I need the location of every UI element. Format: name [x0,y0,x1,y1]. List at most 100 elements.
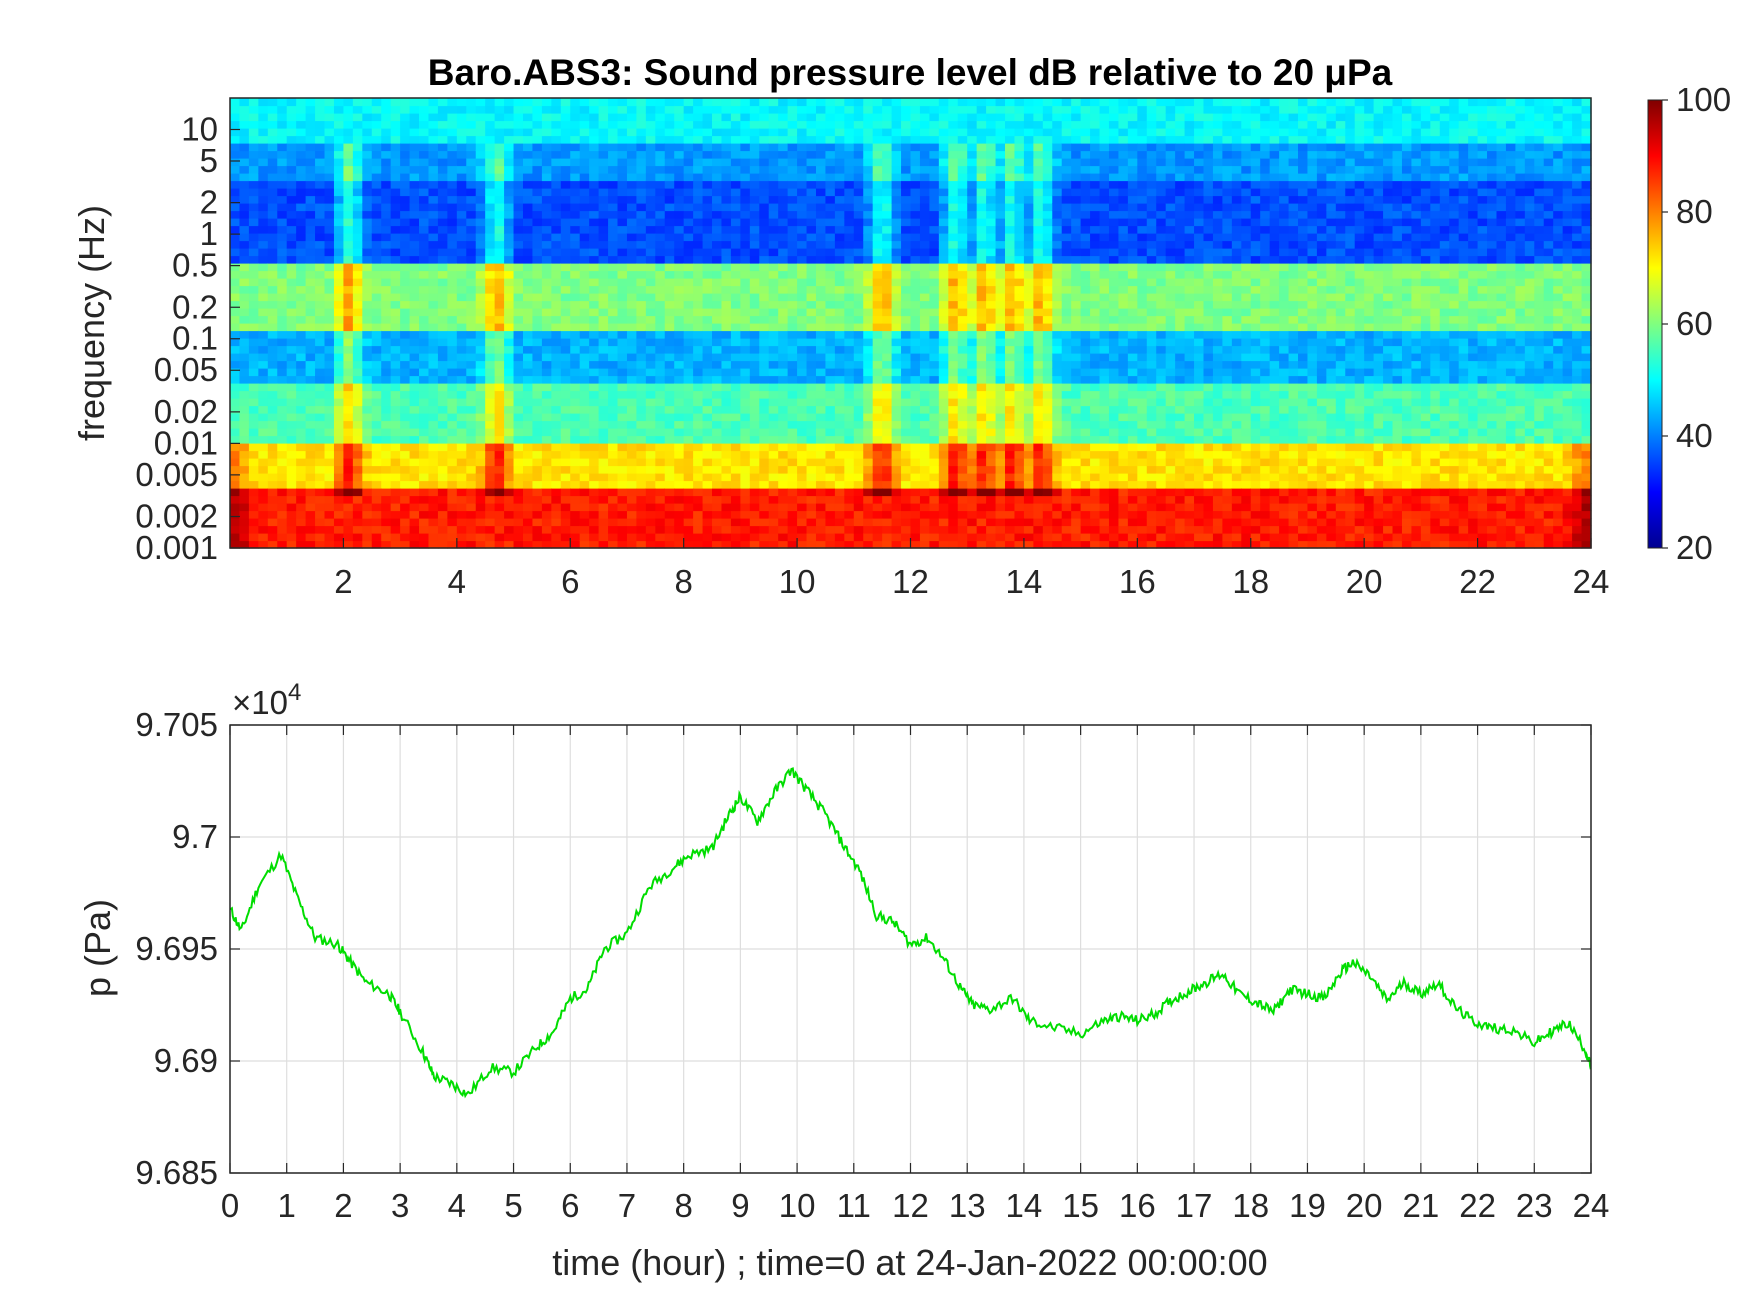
heatmap-cell [787,353,798,362]
heatmap-cell [447,165,458,174]
heatmap-cell [371,368,382,377]
heatmap-cell [863,98,874,107]
heatmap-cell [362,248,373,257]
heatmap-cell [532,435,543,444]
heatmap-cell [815,338,827,347]
heatmap-cell [485,488,496,497]
heatmap-cell [560,248,571,257]
heatmap-cell [825,150,836,159]
heatmap-cell [834,263,845,272]
heatmap-cell [305,150,316,159]
heatmap-cell [702,270,713,279]
heatmap-cell [967,323,978,332]
heatmap-cell [712,540,723,549]
heatmap-cell [532,150,543,159]
heatmap-cell [683,495,694,504]
heatmap-cell [522,113,534,122]
heatmap-cell [258,435,269,444]
heatmap-cell [504,315,515,324]
heatmap-cell [815,120,827,129]
heatmap-cell [759,135,770,144]
heatmap-cell [513,293,524,302]
heatmap-cell [315,525,326,534]
heatmap-cell [834,353,845,362]
heatmap-cell [532,345,543,354]
heatmap-cell [333,495,345,504]
heatmap-cell [371,105,382,114]
heatmap-cell [901,375,912,384]
heatmap-cell [626,248,638,257]
heatmap-cell [863,300,874,309]
heatmap-cell [1005,195,1016,204]
heatmap-cell [570,188,581,197]
heatmap-cell [589,495,600,504]
heatmap-cell [693,390,704,399]
heatmap-cell [664,135,675,144]
heatmap-cell [721,248,732,257]
heatmap-cell [882,150,893,159]
heatmap-cell [815,495,827,504]
heatmap-cell [712,195,723,204]
heatmap-cell [352,458,363,467]
heatmap-cell [437,285,448,294]
heatmap-cell [938,143,949,152]
heatmap-cell [919,420,930,429]
heatmap-cell [863,158,874,167]
heatmap-cell [938,330,949,339]
heatmap-cell [693,233,704,242]
heatmap-cell [1014,525,1025,534]
heatmap-cell [333,330,345,339]
heatmap-cell [286,465,297,474]
heatmap-cell [286,375,297,384]
heatmap-cell [305,458,316,467]
heatmap-cell [730,345,741,354]
heatmap-cell [683,375,694,384]
heatmap-cell [267,255,278,264]
heatmap-cell [428,263,439,272]
heatmap-cell [778,345,789,354]
heatmap-cell [239,533,250,542]
heatmap-cell [579,443,590,452]
heatmap-cell [305,345,316,354]
heatmap-cell [371,225,382,234]
heatmap-cell [315,225,326,234]
heatmap-cell [617,450,628,459]
heatmap-cell [655,293,666,302]
heatmap-cell [390,420,401,429]
heatmap-cell [419,285,430,294]
heatmap-cell [938,218,949,227]
heatmap-cell [693,480,704,489]
heatmap-cell [343,458,354,467]
heatmap-cell [541,135,552,144]
heatmap-cell [248,165,259,174]
heatmap-cell [995,165,1006,174]
heatmap-cell [419,450,430,459]
heatmap-cell [863,263,874,272]
heatmap-cell [844,180,855,189]
heatmap-cell [938,308,949,317]
heatmap-cell [664,180,675,189]
heatmap-cell [872,113,883,122]
heatmap-cell [560,338,571,347]
heatmap-cell [938,398,949,407]
heatmap-cell [248,473,259,482]
heatmap-cell [541,248,552,257]
heatmap-cell [976,308,987,317]
heatmap-cell [305,158,316,167]
heatmap-cell [787,488,798,497]
heatmap-cell [815,420,827,429]
heatmap-cell [910,540,921,549]
heatmap-cell [948,420,959,429]
heatmap-cell [853,443,864,452]
heatmap-cell [230,345,241,354]
heatmap-cell [475,315,486,324]
heatmap-cell [286,218,297,227]
heatmap-cell [522,278,534,287]
heatmap-cell [919,270,930,279]
heatmap-cell [797,248,808,257]
heatmap-cell [929,345,940,354]
heatmap-cell [267,225,278,234]
heatmap-cell [626,503,638,512]
heatmap-cell [976,540,987,549]
heatmap-cell [778,98,789,107]
